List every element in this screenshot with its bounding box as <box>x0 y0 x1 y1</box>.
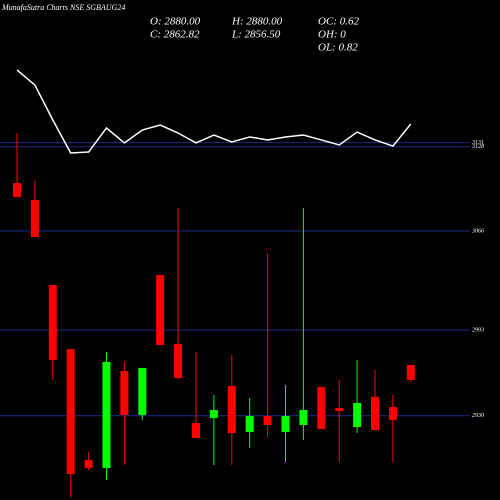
candle-body <box>245 416 254 433</box>
candle-body <box>353 402 362 428</box>
candle-body <box>192 422 200 439</box>
y-tick-label: 2993 <box>472 328 484 334</box>
candle-body <box>30 200 39 237</box>
candle-body <box>299 410 308 425</box>
y-tick-label: 3131 <box>471 140 484 146</box>
candle-body <box>263 416 272 425</box>
y-tick-label: 3128 <box>471 144 484 150</box>
candle-body <box>138 367 147 415</box>
candle-body <box>66 349 75 475</box>
candle-body <box>335 408 344 412</box>
candle-body <box>317 386 326 429</box>
candle-body <box>281 416 290 433</box>
candle-body <box>406 364 415 381</box>
ohlc-info: C: 2862.82 <box>150 29 200 41</box>
indicator-line <box>16 69 412 154</box>
candle-body <box>102 361 111 468</box>
ohlc-info: OL: 0.82 <box>318 42 358 54</box>
y-tick-label: 3066 <box>471 228 484 234</box>
candle-body <box>227 386 236 434</box>
candle-body <box>156 275 165 345</box>
candle-body <box>13 183 21 198</box>
ohlc-info: O: 2880.00 <box>150 16 201 28</box>
candle-body <box>174 344 183 378</box>
candle-body <box>388 407 397 420</box>
candle-body <box>48 285 57 361</box>
chart-title: MunafaSutra Charts NSE SGBAUG24 <box>1 3 125 12</box>
candle-body <box>209 410 218 418</box>
candle-body <box>371 397 379 431</box>
candle-body <box>84 460 93 468</box>
ohlc-info: OC: 0.62 <box>318 16 359 28</box>
ohlc-info: OH: 0 <box>318 29 346 41</box>
ohlc-info: L: 2856.50 <box>231 29 281 41</box>
ohlc-info: H: 2880.00 <box>231 16 283 28</box>
y-tick-label: 2930 <box>472 413 484 419</box>
candle-body <box>120 371 129 415</box>
